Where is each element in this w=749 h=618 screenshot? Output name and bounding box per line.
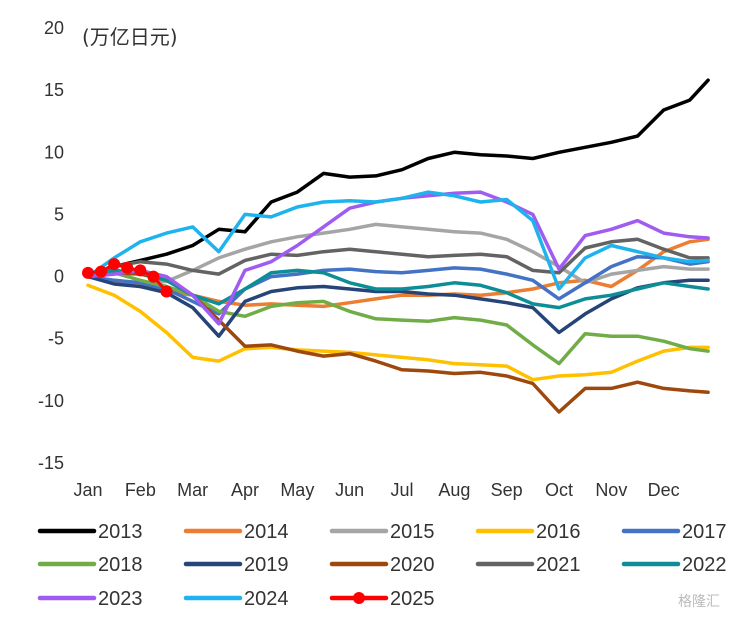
x-tick-label: Jun	[335, 480, 364, 500]
y-tick-label: 15	[44, 80, 64, 100]
x-tick-label: Mar	[177, 480, 208, 500]
series-line-2024	[86, 190, 710, 291]
legend-marker-2025	[353, 592, 365, 604]
legend-label-2022: 2022	[682, 554, 727, 576]
y-tick-label: -10	[38, 391, 64, 411]
x-axis: Jan Feb Mar Apr May Jun Jul Aug Sep Oct Nov Dec	[73, 480, 679, 500]
legend-label-2017: 2017	[682, 521, 727, 543]
legend-label-2016: 2016	[536, 521, 581, 543]
x-tick-label: Nov	[595, 480, 627, 500]
legend-label-2019: 2019	[244, 554, 289, 576]
x-tick-label: Jan	[73, 480, 102, 500]
x-tick-label: Sep	[491, 480, 523, 500]
x-tick-label: Aug	[438, 480, 470, 500]
legend-label-2014: 2014	[244, 521, 289, 543]
series-point-2025	[160, 285, 173, 298]
legend-label-2013: 2013	[98, 521, 143, 543]
legend-label-2023: 2023	[98, 588, 143, 610]
series-point-2025	[108, 258, 121, 271]
unit-label: (万亿日元)	[82, 25, 178, 49]
series-point-2025	[95, 265, 108, 278]
y-tick-label: -5	[48, 329, 64, 349]
y-tick-label: 0	[54, 267, 64, 287]
x-tick-label: Apr	[231, 480, 259, 500]
series-line-2019	[86, 274, 710, 338]
watermark-text: 格隆汇	[678, 594, 720, 610]
legend-label-2020: 2020	[390, 554, 435, 576]
series-point-2025	[147, 270, 160, 283]
x-tick-label: Feb	[125, 480, 156, 500]
x-tick-label: Oct	[545, 480, 573, 500]
series-line-2017	[86, 254, 710, 316]
legend-label-2018: 2018	[98, 554, 143, 576]
legend-label-2021: 2021	[536, 554, 581, 576]
y-tick-label: 20	[44, 18, 64, 38]
y-tick-label: 10	[44, 142, 64, 162]
series-line-2021	[86, 237, 710, 279]
y-axis: -15 -10 -5 0 5 10 15 20	[38, 18, 64, 473]
x-tick-label: May	[280, 480, 314, 500]
y-tick-label: 5	[54, 204, 64, 224]
series-line-2023	[86, 190, 710, 326]
legend: 2013 2014 2015 2016 2017 2018 2019 2020 2021 2022…	[37, 521, 727, 610]
series-point-2025	[134, 264, 147, 277]
series-line-2016	[86, 283, 710, 382]
legend-label-2025: 2025	[390, 588, 435, 610]
x-tick-label: Dec	[648, 480, 680, 500]
legend-label-2024: 2024	[244, 588, 289, 610]
series-point-2025	[121, 261, 134, 274]
legend-label-2015: 2015	[390, 521, 435, 543]
x-tick-label: Jul	[390, 480, 413, 500]
series-line-2013	[86, 78, 710, 279]
series-point-2025	[82, 266, 94, 279]
y-tick-label: -15	[38, 453, 64, 473]
plot-area	[82, 78, 710, 414]
